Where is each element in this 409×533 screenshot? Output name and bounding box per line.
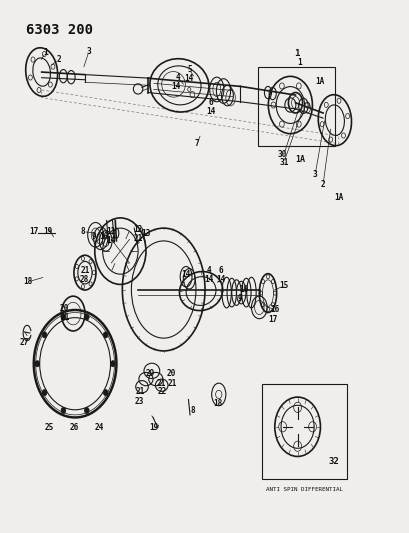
Text: 18: 18 <box>212 399 222 408</box>
Circle shape <box>110 361 115 367</box>
Text: 27: 27 <box>20 338 29 347</box>
Text: 21: 21 <box>157 378 166 387</box>
Text: 21: 21 <box>135 387 144 397</box>
Text: 2: 2 <box>56 55 61 64</box>
Text: 1A: 1A <box>333 193 343 202</box>
Text: 21: 21 <box>168 378 177 387</box>
Text: 4: 4 <box>175 72 179 82</box>
Circle shape <box>103 390 108 395</box>
Circle shape <box>35 361 40 367</box>
Text: 11: 11 <box>106 227 115 236</box>
Text: 14: 14 <box>106 237 115 245</box>
Text: 21: 21 <box>61 313 70 322</box>
Text: 9: 9 <box>238 294 242 303</box>
Text: 14: 14 <box>216 276 225 284</box>
Text: 24: 24 <box>94 423 104 432</box>
Text: 20: 20 <box>166 369 176 378</box>
Circle shape <box>84 314 89 320</box>
Text: ANTI SPIN DIFFERENTIAL: ANTI SPIN DIFFERENTIAL <box>265 487 342 491</box>
Text: 17: 17 <box>267 314 276 324</box>
Text: 8: 8 <box>81 227 85 236</box>
Text: 26: 26 <box>70 423 79 432</box>
Text: 1A: 1A <box>314 77 324 86</box>
Circle shape <box>84 407 89 414</box>
Text: 17: 17 <box>29 227 38 236</box>
Text: 9: 9 <box>92 232 96 241</box>
Circle shape <box>61 407 65 414</box>
Text: 3: 3 <box>86 47 91 56</box>
Text: 14: 14 <box>184 74 193 83</box>
Circle shape <box>103 332 108 338</box>
Text: 1: 1 <box>297 58 301 67</box>
Text: 23: 23 <box>134 397 144 406</box>
Text: 10: 10 <box>99 232 108 241</box>
Text: 3: 3 <box>312 170 317 179</box>
Text: 8: 8 <box>191 406 195 415</box>
Text: 1: 1 <box>293 49 299 58</box>
Text: 30: 30 <box>276 150 285 159</box>
Text: 22: 22 <box>157 387 167 397</box>
Text: 18: 18 <box>23 277 32 286</box>
Text: 4: 4 <box>206 266 211 275</box>
Text: 32: 32 <box>328 457 339 466</box>
Text: 6303 200: 6303 200 <box>26 23 93 37</box>
Text: 19: 19 <box>149 423 158 432</box>
Text: 15: 15 <box>279 281 288 290</box>
Text: 10: 10 <box>238 285 247 294</box>
Text: 7: 7 <box>194 139 199 148</box>
Text: 1A: 1A <box>294 156 305 165</box>
Text: 14: 14 <box>206 107 215 116</box>
Text: 21: 21 <box>80 266 89 275</box>
Text: 5: 5 <box>187 65 191 74</box>
Text: 2: 2 <box>320 180 325 189</box>
Text: 1: 1 <box>43 48 48 57</box>
Text: 14: 14 <box>204 276 213 284</box>
Circle shape <box>61 314 65 320</box>
Text: 6: 6 <box>208 98 213 107</box>
Text: 6: 6 <box>218 266 222 275</box>
Text: 14: 14 <box>171 82 180 91</box>
Text: 12: 12 <box>133 225 142 234</box>
Text: 21: 21 <box>133 234 142 243</box>
Text: 14: 14 <box>181 270 190 279</box>
Text: 31: 31 <box>279 158 288 167</box>
Text: 25: 25 <box>45 423 54 432</box>
Circle shape <box>42 332 47 338</box>
Text: 19: 19 <box>43 227 52 236</box>
Text: 16: 16 <box>270 305 279 314</box>
Circle shape <box>42 390 47 395</box>
Text: 28: 28 <box>79 275 88 284</box>
Text: 29: 29 <box>146 369 155 378</box>
Text: 13: 13 <box>141 229 150 238</box>
Text: 20: 20 <box>59 304 69 313</box>
